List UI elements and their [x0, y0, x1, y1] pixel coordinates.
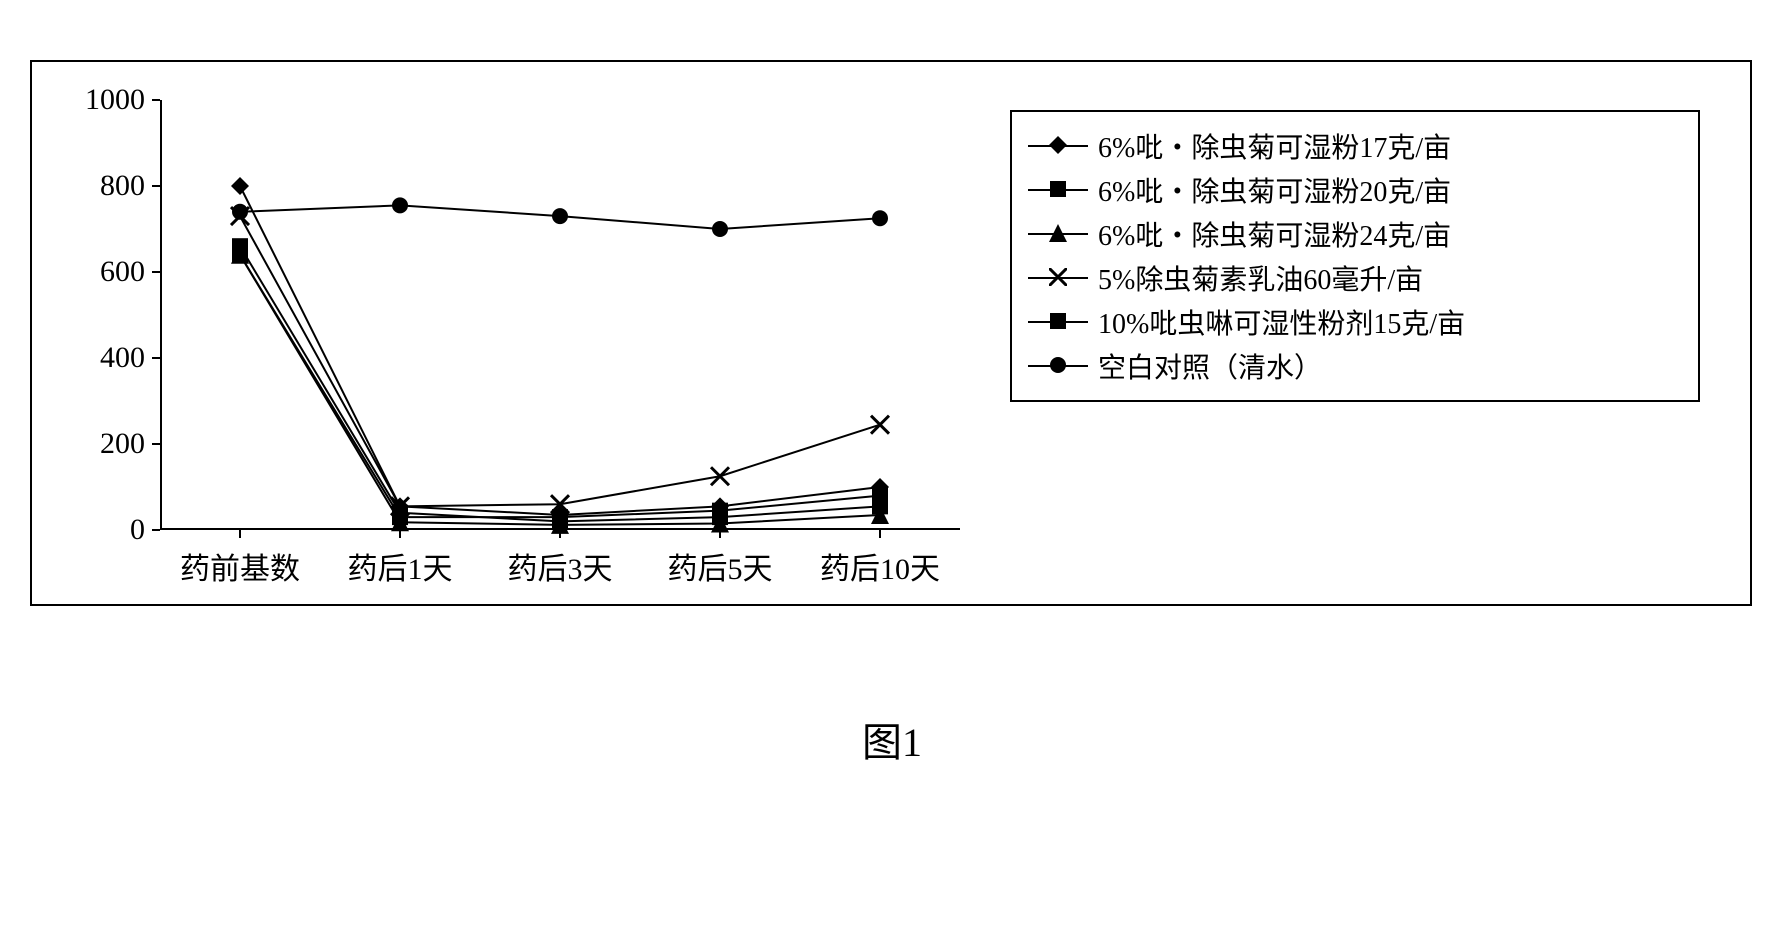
x-tick: [399, 530, 401, 538]
legend-label: 5%除虫菊素乳油60毫升/亩: [1098, 258, 1423, 298]
y-tick-label: 600: [50, 255, 145, 289]
legend-item: 5%除虫菊素乳油60毫升/亩: [1028, 256, 1682, 300]
x-tick-label: 药后1天: [348, 544, 453, 588]
x-tick: [719, 530, 721, 538]
legend-item: 空白对照（清水）: [1028, 344, 1682, 388]
series-marker: [872, 488, 888, 504]
y-tick: [152, 99, 160, 101]
legend-item: 6%吡・除虫菊可湿粉17克/亩: [1028, 124, 1682, 168]
chart-plot-area: [160, 100, 960, 530]
x-tick: [879, 530, 881, 538]
series-line: [240, 186, 880, 515]
x-tick: [239, 530, 241, 538]
y-tick: [152, 443, 160, 445]
legend-swatch: [1028, 354, 1088, 378]
series-marker: [392, 509, 408, 525]
y-tick-label: 400: [50, 341, 145, 375]
series-marker: [552, 208, 568, 224]
legend-swatch: [1028, 222, 1088, 246]
legend-item: 6%吡・除虫菊可湿粉20克/亩: [1028, 168, 1682, 212]
legend-item: 10%吡虫啉可湿性粉剂15克/亩: [1028, 300, 1682, 344]
legend-label: 空白对照（清水）: [1098, 346, 1322, 386]
series-marker: [392, 197, 408, 213]
x-tick-label: 药后5天: [668, 544, 773, 588]
series-marker: [712, 503, 728, 519]
legend-label: 6%吡・除虫菊可湿粉20克/亩: [1098, 170, 1451, 210]
y-tick-label: 800: [50, 169, 145, 203]
legend-label: 6%吡・除虫菊可湿粉24克/亩: [1098, 214, 1451, 254]
series-line: [240, 216, 880, 506]
series-marker: [872, 210, 888, 226]
y-tick: [152, 185, 160, 187]
page: 6%吡・除虫菊可湿粉17克/亩6%吡・除虫菊可湿粉20克/亩6%吡・除虫菊可湿粉…: [0, 0, 1784, 938]
legend-swatch: [1028, 310, 1088, 334]
chart-svg: [160, 100, 960, 530]
series-marker: [711, 467, 729, 485]
y-tick: [152, 271, 160, 273]
legend-swatch: [1028, 178, 1088, 202]
legend-item: 6%吡・除虫菊可湿粉24克/亩: [1028, 212, 1682, 256]
chart-legend: 6%吡・除虫菊可湿粉17克/亩6%吡・除虫菊可湿粉20克/亩6%吡・除虫菊可湿粉…: [1010, 110, 1700, 402]
y-tick: [152, 529, 160, 531]
x-tick-label: 药后10天: [820, 544, 940, 588]
series-line: [240, 246, 880, 521]
series-marker: [712, 221, 728, 237]
x-tick-label: 药前基数: [180, 544, 300, 588]
x-tick: [559, 530, 561, 538]
y-axis: [160, 100, 162, 530]
legend-label: 6%吡・除虫菊可湿粉17克/亩: [1098, 126, 1451, 166]
series-line: [240, 255, 880, 517]
series-marker: [232, 247, 248, 263]
figure-caption: 图1: [862, 710, 922, 768]
legend-swatch: [1028, 134, 1088, 158]
legend-swatch: [1028, 266, 1088, 290]
series-marker: [552, 509, 568, 525]
series-marker: [871, 416, 889, 434]
y-tick-label: 200: [50, 427, 145, 461]
y-tick-label: 1000: [50, 83, 145, 117]
series-marker: [231, 177, 249, 195]
y-tick-label: 0: [50, 513, 145, 547]
x-tick-label: 药后3天: [508, 544, 613, 588]
series-marker: [232, 204, 248, 220]
legend-label: 10%吡虫啉可湿性粉剂15克/亩: [1098, 302, 1465, 342]
y-tick: [152, 357, 160, 359]
